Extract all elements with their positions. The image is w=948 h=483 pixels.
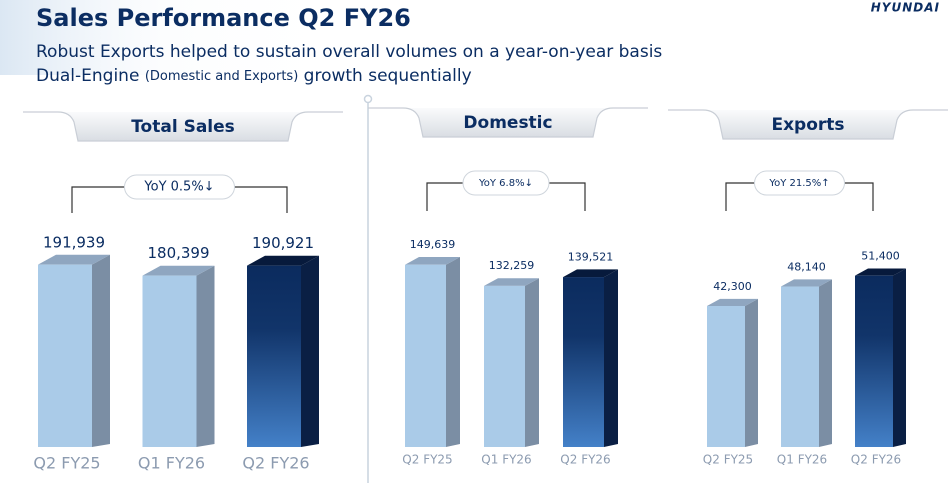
bar-side xyxy=(301,255,319,447)
bar-top xyxy=(38,254,110,265)
x-tick-label: Q2 FY25 xyxy=(402,453,452,467)
bar-top xyxy=(781,279,832,287)
panel-title: Domestic xyxy=(463,113,552,133)
bar-side xyxy=(525,278,539,447)
yoy-pill xyxy=(462,170,550,196)
value-label: 149,639 xyxy=(410,238,456,251)
header-band xyxy=(0,0,360,75)
yoy-pill xyxy=(754,170,845,196)
x-tick-label: Q2 FY25 xyxy=(703,453,753,467)
x-tick-label: Q2 FY25 xyxy=(33,454,100,473)
bar-top xyxy=(142,265,215,276)
bar-sheen xyxy=(247,265,301,447)
value-label: 48,140 xyxy=(787,260,826,273)
bar xyxy=(484,285,525,447)
x-tick-label: Q2 FY26 xyxy=(560,453,610,467)
bar-sheen xyxy=(855,275,893,447)
bar xyxy=(405,264,446,447)
subtitle-line: Dual-Engine (Domestic and Exports) growt… xyxy=(36,66,472,86)
x-tick-label: Q1 FY26 xyxy=(138,454,205,473)
value-label: 42,300 xyxy=(713,280,752,293)
bar-side xyxy=(92,254,110,447)
yoy-label: YoY 21.5%↑ xyxy=(768,178,829,189)
yoy-label: YoY 6.8%↓ xyxy=(478,178,533,189)
subtitle-aside: (Domestic and Exports) xyxy=(145,69,298,84)
x-tick-label: Q1 FY26 xyxy=(481,453,531,467)
panel-title: Total Sales xyxy=(131,117,235,137)
panel-tab xyxy=(368,107,648,138)
bar-side xyxy=(604,269,618,447)
panel-tab xyxy=(23,111,343,142)
value-label: 190,921 xyxy=(252,234,314,252)
bar-top xyxy=(247,255,319,266)
bar-side xyxy=(446,257,460,447)
bar xyxy=(707,306,745,447)
subtitle: Robust Exports helped to sustain overall… xyxy=(36,42,662,62)
yoy-pill xyxy=(124,174,235,200)
panel-tab xyxy=(668,109,948,140)
bar-top xyxy=(563,269,618,278)
bar-sheen xyxy=(563,277,604,447)
value-label: 191,939 xyxy=(43,233,105,251)
logo: HYUNDAI xyxy=(871,1,940,15)
bar-top xyxy=(707,298,758,306)
divider-knob xyxy=(363,94,373,104)
yoy-label: YoY 0.5%↓ xyxy=(143,180,214,195)
bar-side xyxy=(745,298,758,447)
x-tick-label: Q2 FY26 xyxy=(242,454,309,473)
x-tick-label: Q1 FY26 xyxy=(777,453,827,467)
value-label: 51,400 xyxy=(861,250,900,263)
bar-side xyxy=(819,279,832,447)
bar-top xyxy=(484,278,539,286)
value-label: 132,259 xyxy=(489,259,535,272)
bar xyxy=(38,264,92,447)
bar-top xyxy=(405,257,460,265)
subtitle-lead: Dual-Engine xyxy=(36,66,139,86)
x-tick-label: Q2 FY26 xyxy=(851,453,901,467)
bar-top xyxy=(855,268,906,276)
value-label: 180,399 xyxy=(147,244,209,262)
value-label: 139,521 xyxy=(568,250,614,263)
subtitle-tail: growth sequentially xyxy=(304,66,472,86)
bar xyxy=(781,286,819,447)
slide-title: Sales Performance Q2 FY26 xyxy=(36,4,411,32)
bar xyxy=(142,275,197,447)
panel-title: Exports xyxy=(771,115,844,135)
bar-side xyxy=(893,268,906,447)
bar-side xyxy=(196,265,215,447)
